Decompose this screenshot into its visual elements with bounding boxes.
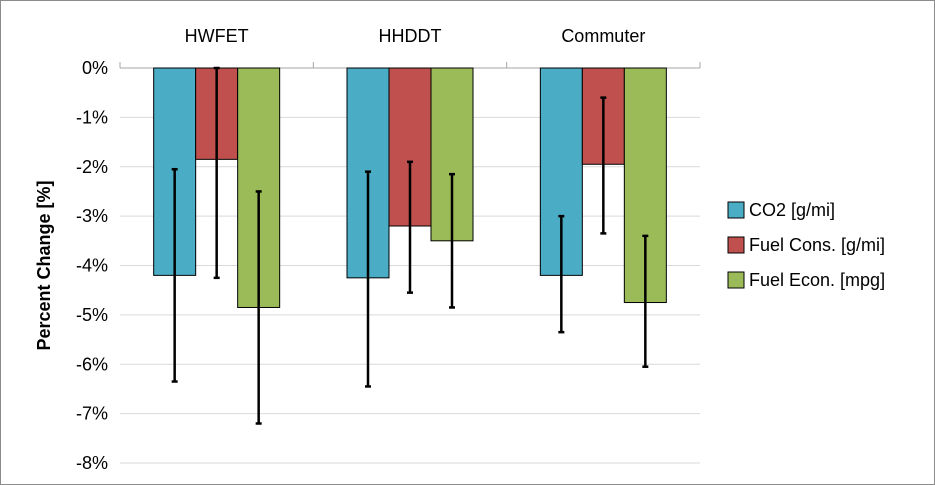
category-label: HHDDT <box>379 26 442 46</box>
y-tick-label: -5% <box>76 305 108 325</box>
category-labels: HWFET HHDDT Commuter <box>185 26 646 46</box>
y-tick-label: -1% <box>76 107 108 127</box>
legend: CO2 [g/mi] Fuel Cons. [g/mi] Fuel Econ. [m… <box>727 200 885 290</box>
legend-label: CO2 [g/mi] <box>749 200 835 220</box>
y-tick-label: -3% <box>76 206 108 226</box>
y-tick-label: 0% <box>82 58 108 78</box>
y-tick-label: -4% <box>76 256 108 276</box>
y-tick-label: -2% <box>76 157 108 177</box>
y-tick-label: -8% <box>76 453 108 473</box>
category-label: Commuter <box>561 26 645 46</box>
legend-swatch <box>727 271 745 289</box>
y-tick-label: -6% <box>76 354 108 374</box>
category-label: HWFET <box>185 26 249 46</box>
legend-label: Fuel Econ. [mpg] <box>749 270 885 290</box>
y-axis-label: Percent Change [%] <box>34 180 54 350</box>
y-tick-labels: 0% -1% -2% -3% -4% -5% -6% -7% -8% <box>76 58 108 473</box>
legend-swatch <box>727 201 745 219</box>
error-bars <box>171 66 649 425</box>
legend-swatch <box>727 236 745 254</box>
y-tick-label: -7% <box>76 404 108 424</box>
legend-label: Fuel Cons. [g/mi] <box>749 235 885 255</box>
